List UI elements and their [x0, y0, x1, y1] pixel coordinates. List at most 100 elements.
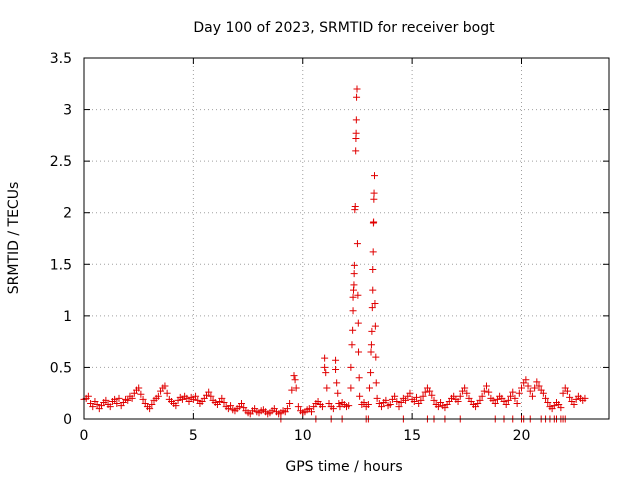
data-point-marker	[89, 403, 97, 411]
data-point-marker	[370, 189, 378, 197]
data-point-marker	[353, 240, 361, 248]
data-point-marker	[347, 363, 355, 371]
grid	[84, 58, 609, 419]
data-point-marker	[354, 319, 362, 327]
data-point-marker	[367, 348, 375, 356]
data-point-marker	[218, 394, 226, 402]
data-point-marker	[524, 382, 532, 390]
data-point-marker	[434, 403, 442, 411]
data-point-marker	[345, 402, 353, 410]
data-point-marker	[163, 389, 171, 397]
data-point-marker	[352, 116, 360, 124]
data-point-marker	[336, 403, 344, 411]
data-point-marker	[185, 397, 193, 405]
data-point-marker	[372, 353, 380, 361]
data-point-marker	[308, 408, 315, 416]
data-point-marker	[192, 392, 200, 400]
data-point-marker	[544, 398, 552, 406]
data-point-marker	[220, 398, 228, 406]
data-point-marker	[335, 400, 343, 408]
data-point-marker	[563, 387, 571, 395]
data-point-marker	[115, 394, 123, 402]
data-point-marker	[353, 93, 361, 101]
chart-title: Day 100 of 2023, SRMTID for receiver bog…	[193, 20, 495, 36]
data-point-marker	[332, 365, 340, 373]
data-point-marker	[454, 397, 462, 405]
data-point-marker	[581, 394, 589, 402]
data-point-marker	[353, 85, 361, 93]
data-point-marker	[413, 393, 420, 401]
data-point-marker	[349, 307, 357, 315]
data-point-marker	[391, 392, 399, 400]
data-point-marker	[364, 401, 372, 409]
x-tick-label: 10	[294, 428, 312, 444]
data-point-marker	[430, 396, 438, 404]
data-point-marker	[393, 397, 401, 405]
data-point-marker	[329, 405, 337, 413]
y-tick-label: 1	[63, 309, 72, 325]
data-point-marker	[161, 382, 169, 390]
data-point-marker	[397, 398, 405, 406]
data-point-marker	[410, 397, 418, 405]
data-point-marker	[419, 392, 427, 400]
data-point-marker	[511, 394, 519, 402]
y-tick-label: 2	[63, 206, 72, 222]
data-point-marker	[557, 404, 565, 412]
data-point-marker	[318, 403, 326, 411]
data-point-marker	[491, 400, 499, 408]
plot-frame	[83, 57, 610, 420]
data-point-marker	[354, 291, 362, 299]
data-point-marker	[526, 387, 534, 395]
data-point-marker	[378, 403, 385, 411]
data-point-marker	[154, 392, 162, 400]
data-points	[80, 85, 589, 423]
data-point-marker	[352, 129, 360, 137]
data-point-marker	[559, 389, 567, 397]
data-point-marker	[478, 392, 486, 400]
data-point-marker	[370, 195, 378, 203]
data-point-marker	[93, 401, 101, 409]
data-point-marker	[352, 147, 360, 155]
data-point-marker	[421, 388, 429, 396]
data-point-marker	[542, 394, 550, 402]
data-point-marker	[382, 396, 390, 404]
data-point-marker	[480, 387, 488, 395]
data-point-marker	[148, 401, 156, 409]
data-point-marker	[533, 378, 541, 386]
data-point-marker	[504, 396, 512, 404]
data-point-marker	[368, 327, 376, 335]
data-point-marker	[461, 384, 469, 392]
data-point-marker	[321, 354, 329, 362]
data-point-marker	[463, 389, 471, 397]
axis-ticks	[83, 57, 609, 420]
data-point-marker	[355, 374, 363, 382]
data-point-marker	[332, 356, 340, 364]
data-point-marker	[513, 400, 521, 408]
data-point-marker	[402, 396, 410, 404]
data-point-marker	[113, 400, 121, 408]
data-point-marker	[426, 387, 434, 395]
data-point-marker	[483, 382, 490, 390]
data-point-marker	[476, 396, 484, 404]
data-point-marker	[369, 265, 377, 273]
data-point-marker	[373, 394, 381, 402]
data-point-marker	[207, 392, 215, 400]
data-point-marker	[360, 398, 368, 406]
data-point-marker	[369, 248, 377, 256]
data-point-marker	[485, 388, 493, 396]
y-tick-label: 3.5	[50, 51, 72, 67]
data-point-marker	[350, 261, 358, 269]
data-point-marker	[286, 400, 294, 408]
data-point-marker	[146, 405, 154, 413]
data-point-marker	[570, 401, 578, 409]
data-point-marker	[367, 369, 375, 377]
data-point-marker	[528, 392, 536, 400]
data-point-marker	[349, 326, 357, 334]
data-point-marker	[502, 401, 510, 409]
data-point-marker	[539, 389, 547, 397]
data-point-marker	[294, 403, 302, 411]
data-point-marker	[371, 172, 378, 180]
data-point-marker	[139, 395, 147, 403]
data-point-marker	[283, 405, 291, 413]
